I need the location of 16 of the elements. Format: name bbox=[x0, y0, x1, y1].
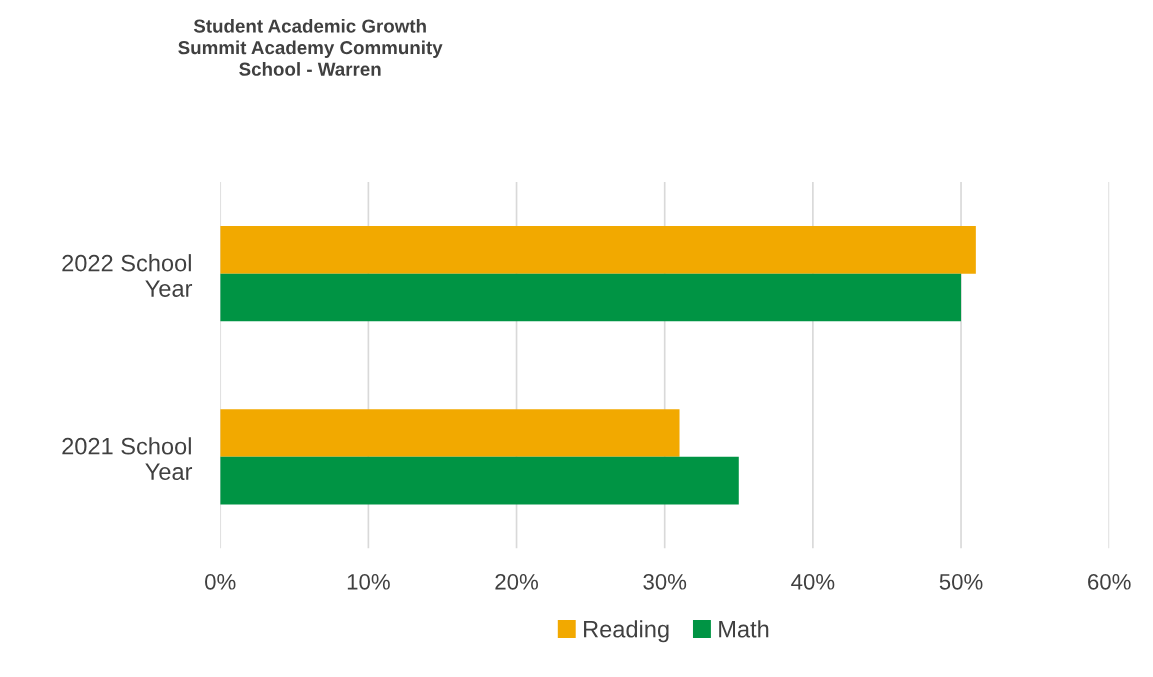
chart-title: Student Academic Growth Summit Academy Community School - Warren bbox=[178, 18, 443, 76]
x-tick-label: 10% bbox=[347, 573, 390, 590]
x-tick-label: 40% bbox=[791, 573, 835, 590]
bar bbox=[220, 409, 680, 457]
legend-label: Math bbox=[719, 620, 769, 638]
x-tick-label: 0% bbox=[205, 573, 236, 590]
bar bbox=[220, 456, 739, 505]
x-tick-label: 30% bbox=[643, 573, 687, 590]
bar bbox=[220, 226, 976, 274]
x-tick-label: 60% bbox=[1088, 573, 1131, 590]
legend-label: Reading bbox=[584, 620, 669, 643]
x-tick-label: 50% bbox=[939, 573, 983, 590]
y-tick-label: 2022 School Year bbox=[62, 254, 193, 297]
y-tick-label: 2021 School Year bbox=[62, 437, 193, 481]
bar bbox=[220, 273, 962, 322]
x-tick-label: 20% bbox=[495, 573, 538, 590]
